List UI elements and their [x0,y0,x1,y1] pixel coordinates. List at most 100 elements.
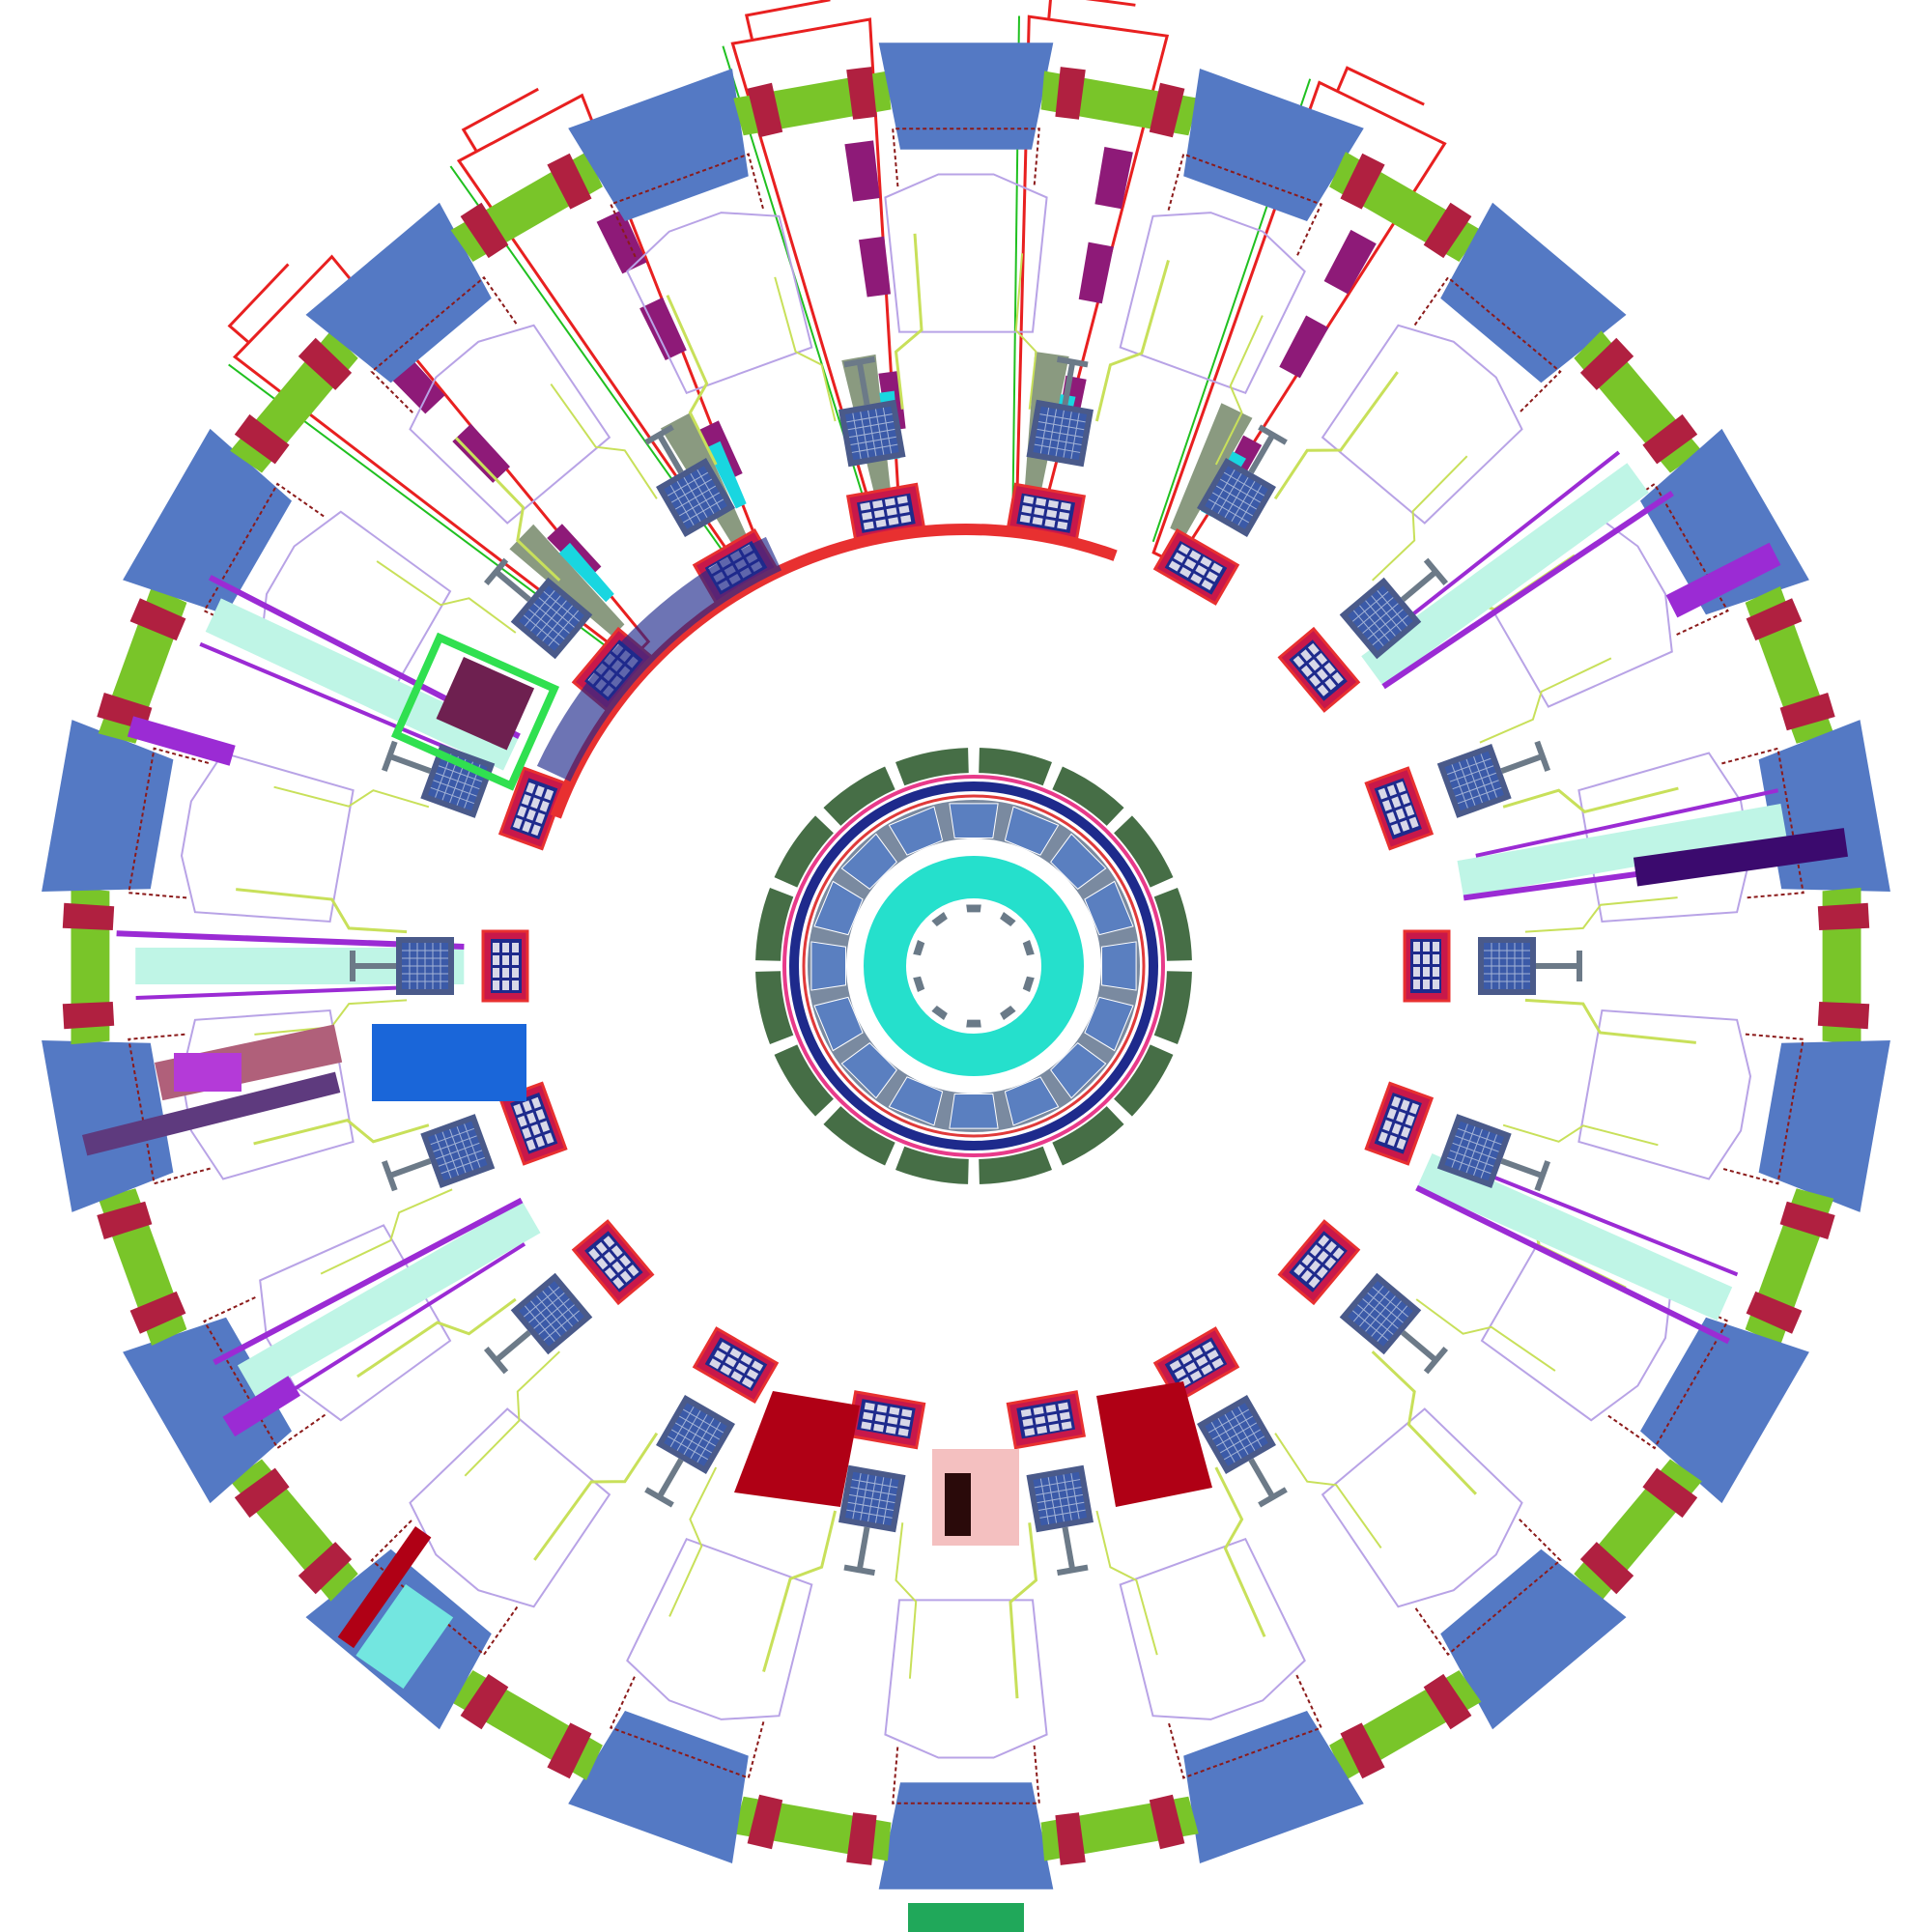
inner-body-cell [512,980,519,990]
module-stem [856,1526,870,1570]
inner-body-cell [619,1270,632,1283]
detector-module [483,1272,593,1375]
left-green-frame [390,632,560,791]
inner-body-cell [595,1241,608,1254]
inner-body-cell [535,812,546,824]
channel-dark-bar [1633,828,1848,887]
module-stem-bar [382,740,398,772]
detector-module [1478,937,1582,995]
inner-body-cell [1037,1425,1048,1435]
hub-slot [913,976,925,992]
inner-body-cell [544,1132,554,1145]
channel-purple-line [1449,1157,1739,1277]
hub-tile [1084,996,1134,1052]
wiring-group [1273,275,1562,582]
outer-block [42,720,174,892]
housing-outline [1119,1537,1306,1720]
inner-body-cell [534,785,545,798]
outer-connector [1574,330,1702,473]
inner-body-cell [1206,571,1218,582]
connector-cap [1149,1794,1185,1850]
inner-body-cell [884,497,895,507]
inner-body [1152,527,1240,606]
hub-tile [1050,833,1107,890]
hub-tile [888,806,944,856]
lime-route [1009,1522,1038,1699]
inner-body-cell [522,820,532,833]
lime-route [1094,259,1170,422]
wiring-group [1095,1466,1323,1779]
wiring-layer [128,128,1804,1804]
inner-body-cell [1022,1418,1034,1427]
channel-mint [1457,804,1787,897]
module-stem [1062,362,1076,406]
lime-route [1273,371,1399,500]
outer-block [878,43,1054,150]
connector-cap [62,902,115,930]
red-bracket [128,747,211,899]
inner-body-cell [897,1428,909,1436]
inner-body-cell [1036,497,1047,506]
inner-body-cell [1378,1131,1388,1144]
wiring-group [609,153,837,466]
hub-red-ring [802,794,1146,1138]
outer-block [568,69,749,221]
inner-body-cell [1400,1099,1410,1112]
connector-cap [1340,1722,1385,1779]
detector-module [1026,1464,1094,1577]
inner-body-cell [1307,642,1320,656]
channel-purple-line [1475,788,1778,858]
inner-body-cell [1395,808,1406,820]
wiring-group [1502,998,1804,1185]
wedge-bar [1279,315,1329,379]
inner-body-cell [526,1139,536,1151]
inner-body-cell [493,968,499,978]
outer-block [1183,69,1364,221]
connector-cap [1579,337,1634,390]
wedge-bar [452,423,510,483]
hub-tile [840,1042,897,1099]
inner-body-cell [1059,1411,1070,1421]
connector-cap [547,153,592,210]
inner-body-cell [1179,1353,1193,1365]
hub-tile [949,1094,999,1129]
module-stem-bar [644,1487,674,1508]
inner-body-cell [502,955,509,965]
detector-module [1026,355,1094,468]
inner-body-cell [1200,556,1212,568]
inner-body-cell [526,809,536,821]
inner-body-cell [1196,1355,1208,1367]
inner-body-cell [1316,1266,1328,1279]
inner-body-cell [1169,1359,1181,1372]
inner-body-cell [1044,519,1056,527]
module-grid-line [696,469,722,511]
housing-outline [1321,324,1523,525]
housing-outline [1577,1009,1752,1180]
inner-body-cell [1021,504,1033,514]
connector-cap [747,82,783,138]
inner-body-cell [1413,942,1420,952]
channel-purple-line [262,1242,526,1410]
inner-body-cell [1293,655,1305,668]
hub-ring-segment [755,971,794,1044]
red-bracket [1721,1033,1804,1185]
inner-body-cell [1413,954,1420,964]
inner-body [1006,1390,1087,1450]
inner-body-cell [611,1245,623,1258]
inner-body-cell [1024,1428,1036,1436]
connector-cap [1746,598,1803,641]
module-grid-line [1210,1421,1236,1463]
outer-block [123,428,292,615]
lime-route [320,1188,453,1275]
hub-slot [913,940,925,956]
outer-connector [1574,1459,1702,1602]
module-stem-bar [644,424,674,445]
outer-block [568,1711,749,1863]
connector-cap [1642,1467,1698,1519]
connector-cap [234,413,290,465]
inner-body-cell [1316,668,1328,681]
module-grid-line [882,408,893,454]
wedge-tail [1047,0,1136,18]
wiring-group [1274,1350,1562,1657]
inner-body-cell [1433,967,1439,977]
